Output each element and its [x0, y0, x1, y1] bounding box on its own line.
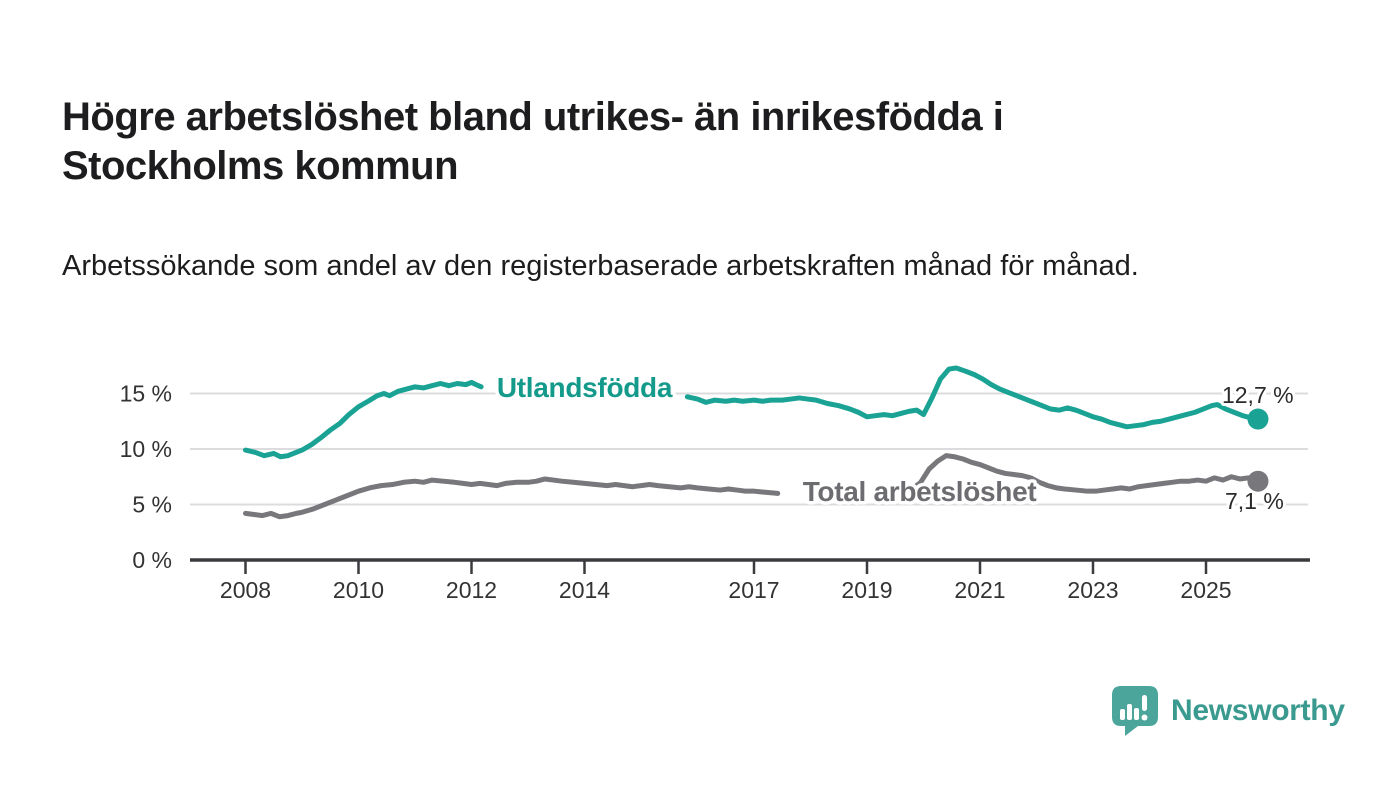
y-tick-label: 0 % [132, 547, 172, 573]
x-tick-label: 2008 [220, 577, 271, 603]
end-dot-utlandsf-dda [1247, 408, 1269, 430]
series-line-total-arbetsl-shet [909, 453, 1261, 494]
unemployment-chart: 2008 2010 2012 2014 2017 2019 2021 2023 2025 0 % 5… [120, 365, 1310, 603]
chart-title: Högre arbetslöshet bland utrikes- än inr… [62, 94, 1004, 188]
x-tick-label: 2021 [954, 577, 1005, 603]
end-value-label-total-arbetsl-shet: 7,1 % [1225, 488, 1284, 514]
x-tick-label: 2017 [728, 577, 779, 603]
chart-subtitle: Arbetssökande som andel av den registerb… [62, 250, 1139, 282]
x-tick-label: 2014 [559, 577, 610, 603]
y-tick-label: 15 % [120, 381, 172, 407]
newsworthy-logo-text: Newsworthy [1171, 694, 1345, 727]
series-line-utlandsf-dda [243, 379, 484, 460]
x-tick-label: 2023 [1067, 577, 1118, 603]
series-line-total-arbetsl-shet [243, 476, 781, 520]
x-tick-label: 2012 [446, 577, 497, 603]
series-label-total-arbetsl-shet: Total arbetslöshet [803, 476, 1037, 507]
end-value-label-utlandsf-dda: 12,7 % [1222, 382, 1294, 408]
end-dot-total-arbetsl-shet [1247, 470, 1269, 492]
series-line-utlandsf-dda [684, 365, 1261, 430]
x-tick-label: 2025 [1180, 577, 1231, 603]
y-tick-label: 5 % [132, 492, 172, 518]
x-tick-label: 2019 [841, 577, 892, 603]
x-tick-label: 2010 [333, 577, 384, 603]
newsworthy-logo-icon [1112, 686, 1158, 736]
y-tick-label: 10 % [120, 436, 172, 462]
newsworthy-logo: Newsworthy [1112, 686, 1345, 736]
series-label-utlandsf-dda: Utlandsfödda [497, 372, 673, 403]
